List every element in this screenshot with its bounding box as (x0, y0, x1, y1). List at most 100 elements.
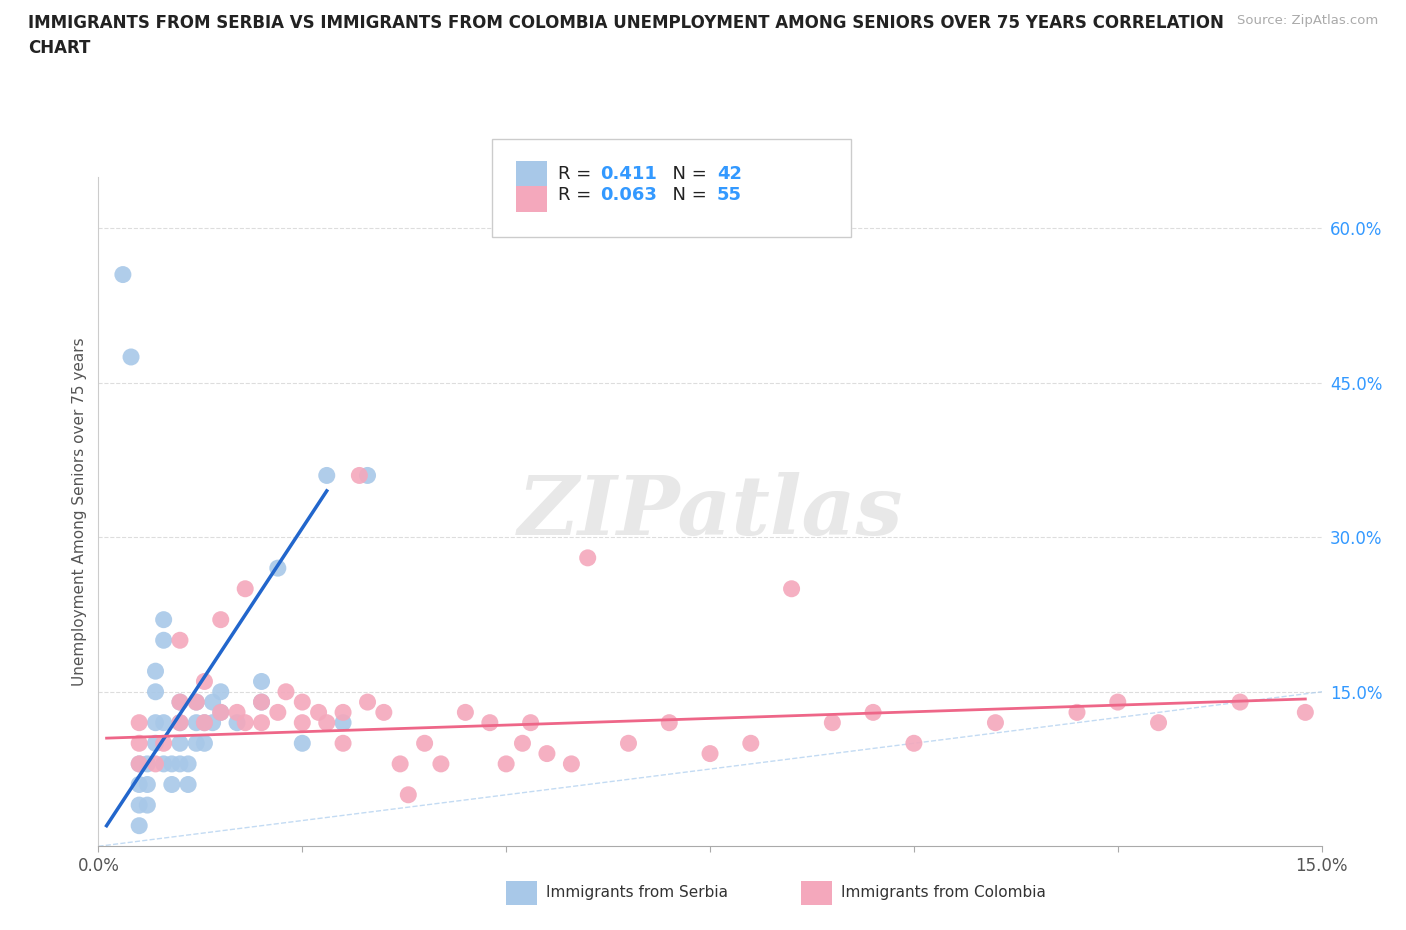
Text: CHART: CHART (28, 39, 90, 57)
Point (145, 736, 167, 751)
Point (152, 612, 174, 627)
Point (128, 736, 150, 751)
Text: IMMIGRANTS FROM SERBIA VS IMMIGRANTS FROM COLOMBIA UNEMPLOYMENT AMONG SENIORS OV: IMMIGRANTS FROM SERBIA VS IMMIGRANTS FRO… (28, 14, 1225, 32)
Point (152, 715, 174, 730)
Point (315, 468, 337, 483)
Point (209, 684, 232, 699)
Point (177, 756, 200, 771)
Point (233, 715, 256, 730)
Point (169, 756, 191, 771)
Point (250, 695, 273, 710)
Point (291, 736, 314, 751)
Point (780, 581, 803, 596)
Point (169, 695, 191, 710)
Point (699, 746, 721, 761)
Point (291, 695, 314, 710)
Point (160, 777, 183, 792)
Point (193, 736, 215, 751)
Point (169, 736, 191, 751)
Point (519, 715, 541, 730)
Point (226, 715, 249, 730)
Point (250, 674, 273, 689)
Point (740, 736, 762, 751)
Point (308, 705, 330, 720)
Point (145, 715, 167, 730)
Point (169, 715, 191, 730)
Point (120, 350, 142, 365)
Point (226, 705, 249, 720)
Point (177, 777, 200, 792)
Text: 0.063: 0.063 (600, 186, 657, 205)
Text: 0.411: 0.411 (600, 165, 657, 183)
Point (1066, 705, 1088, 720)
Point (193, 674, 215, 689)
Point (413, 736, 436, 751)
Point (128, 818, 150, 833)
Point (1229, 695, 1251, 710)
Text: 55: 55 (717, 186, 742, 205)
Point (658, 715, 681, 730)
Text: Immigrants from Serbia: Immigrants from Serbia (546, 885, 727, 900)
Point (512, 736, 534, 751)
Point (128, 777, 150, 792)
Point (430, 756, 453, 771)
Point (136, 756, 159, 771)
Point (349, 468, 371, 483)
Y-axis label: Unemployment Among Seniors over 75 years: Unemployment Among Seniors over 75 years (72, 338, 87, 685)
Point (145, 756, 167, 771)
Point (356, 468, 378, 483)
Point (145, 684, 167, 699)
Point (169, 695, 191, 710)
Point (233, 581, 256, 596)
Point (373, 705, 395, 720)
Point (315, 715, 337, 730)
Point (332, 715, 354, 730)
Point (209, 612, 232, 627)
Point (984, 715, 1007, 730)
Point (576, 551, 599, 565)
Point (560, 756, 582, 771)
Point (495, 756, 517, 771)
Text: R =: R = (558, 186, 598, 205)
Point (186, 715, 208, 730)
Point (332, 705, 354, 720)
Point (903, 736, 925, 751)
Point (152, 736, 174, 751)
Point (389, 756, 412, 771)
Text: Immigrants from Colombia: Immigrants from Colombia (841, 885, 1046, 900)
Point (1294, 705, 1316, 720)
Point (128, 715, 150, 730)
Point (209, 705, 232, 720)
Point (536, 746, 558, 761)
Point (128, 756, 150, 771)
Point (274, 684, 297, 699)
Point (193, 715, 215, 730)
Point (396, 788, 419, 803)
Text: N =: N = (661, 165, 713, 183)
Point (186, 695, 208, 710)
Point (186, 695, 208, 710)
Point (128, 756, 150, 771)
Point (201, 715, 224, 730)
Point (862, 705, 884, 720)
Point (1107, 695, 1129, 710)
Point (193, 715, 215, 730)
Point (250, 715, 273, 730)
Point (332, 736, 354, 751)
Point (478, 715, 501, 730)
Point (291, 715, 314, 730)
Point (111, 267, 134, 282)
Point (145, 664, 167, 679)
Point (821, 715, 844, 730)
Point (160, 756, 183, 771)
Point (356, 695, 378, 710)
Text: ZIPatlas: ZIPatlas (517, 472, 903, 551)
Point (186, 736, 208, 751)
Point (152, 632, 174, 647)
Point (136, 798, 159, 813)
Text: 42: 42 (717, 165, 742, 183)
Point (250, 695, 273, 710)
Point (454, 705, 477, 720)
Point (267, 705, 290, 720)
Text: Source: ZipAtlas.com: Source: ZipAtlas.com (1237, 14, 1378, 27)
